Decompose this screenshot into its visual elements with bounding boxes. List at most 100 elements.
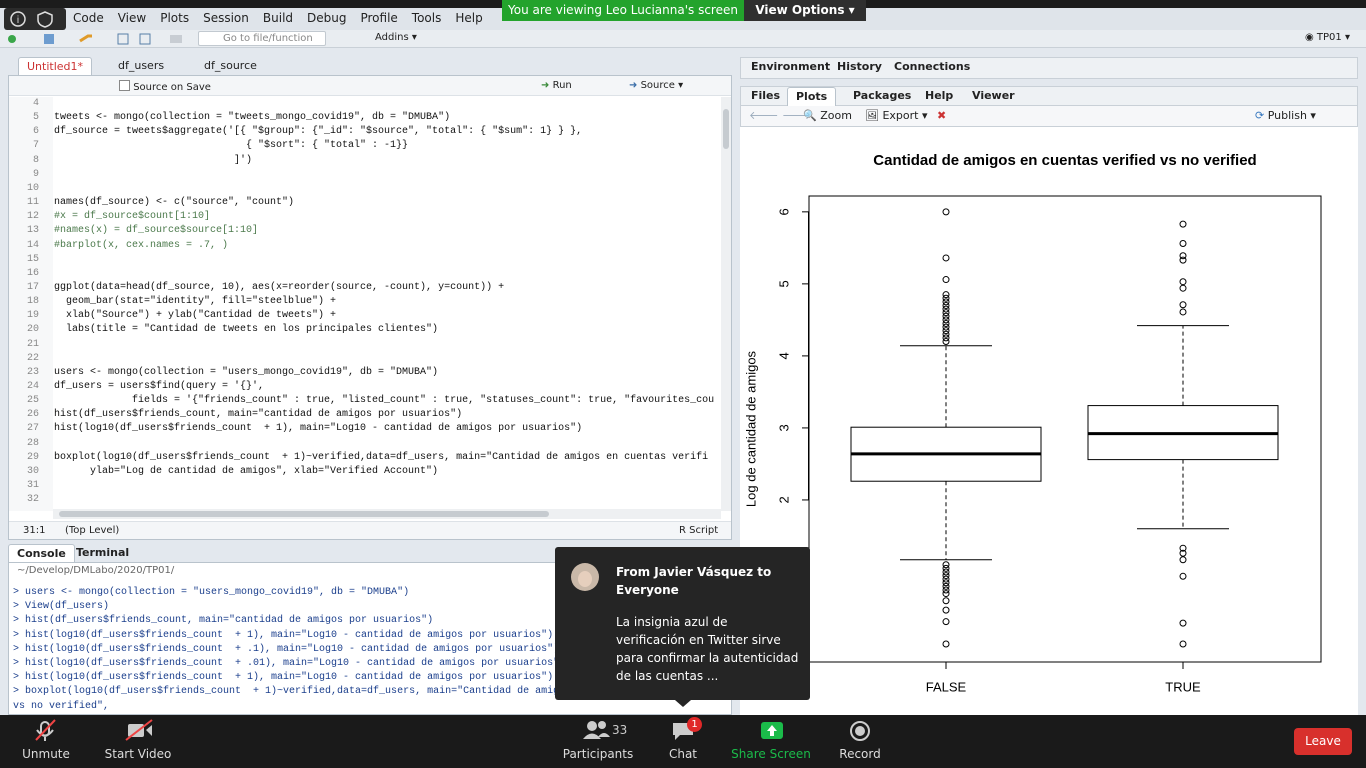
record-button[interactable]: Record [839, 747, 881, 761]
outlier [1179, 556, 1187, 564]
boxplot: Cantidad de amigos en cuentas verified v… [740, 127, 1358, 715]
cursor-position: 31:1 [23, 525, 46, 536]
outlier [942, 294, 950, 302]
line-number: 28 [26, 437, 39, 449]
chat-button[interactable]: Chat [668, 747, 698, 761]
publish-button[interactable]: ⟳ Publish ▾ [1255, 109, 1316, 122]
outlier [1179, 572, 1187, 580]
zoom-info-icons[interactable]: i [4, 8, 66, 30]
editor-toolbar: Source on Save ➜ Run ➜ Source ▾ [9, 76, 731, 96]
tab[interactable]: Untitled1* [18, 57, 93, 76]
tab[interactable]: df_users [118, 59, 165, 72]
menu-item[interactable]: View [117, 11, 147, 25]
plot-nav[interactable]: 🡐 🡒 [749, 109, 812, 122]
toolbar-icon-row [8, 33, 182, 45]
console-path: ~/Develop/DMLabo/2020/TP01/ [17, 565, 175, 576]
line-number: 24 [26, 381, 39, 392]
outlier [1179, 278, 1187, 286]
project-label: TP01 [1316, 32, 1342, 43]
export-button[interactable]: 🖼 Export ▾ [865, 109, 928, 122]
outlier [942, 575, 950, 583]
avatar [571, 563, 599, 591]
view-options[interactable]: View Options ▾ [744, 0, 866, 21]
tab[interactable]: Files [751, 89, 781, 102]
menu-item[interactable]: Plots [160, 11, 190, 25]
tab[interactable]: df_source [204, 59, 257, 72]
line-number: 15 [26, 253, 39, 265]
outlier [942, 298, 950, 306]
file-type[interactable]: R Script [679, 525, 719, 536]
menu-item[interactable]: Debug [307, 11, 347, 25]
editor-tabs: Untitled1* df_users df_source [8, 57, 732, 76]
outlier [1179, 544, 1187, 552]
y-axis-label: Log de cantidad de amigos [743, 350, 758, 507]
participants-button[interactable]: Participants [562, 747, 634, 761]
project-button[interactable]: ◉ TP01 ▾ [1305, 32, 1350, 43]
console-line: > hist(log10(df_users$friends_count + 1)… [13, 629, 554, 641]
line-number: 16 [26, 267, 39, 279]
source-button[interactable]: ➜ Source ▾ [629, 80, 684, 91]
chart-title: Cantidad de amigos en cuentas verified v… [873, 152, 1256, 169]
tab[interactable]: Console [8, 544, 75, 563]
start-video-button[interactable]: Start Video [104, 747, 172, 761]
share-screen-button[interactable]: Share Screen [731, 747, 811, 761]
outlier [942, 568, 950, 576]
code-line: labs(title = "Cantidad de tweets en los … [54, 324, 439, 336]
outlier [942, 316, 950, 324]
chat-sender: From Javier Vásquez to Everyone [616, 565, 772, 597]
export-label: Export [882, 109, 919, 122]
scope[interactable]: (Top Level) [65, 525, 120, 536]
outlier [1179, 301, 1187, 309]
addins-button[interactable]: Addins ▾ [375, 32, 417, 43]
outlier [1179, 640, 1187, 648]
tab[interactable]: Terminal [76, 546, 130, 559]
tab[interactable]: Packages [853, 89, 912, 102]
outlier [942, 582, 950, 590]
editor-status: 31:1 (Top Level) R Script [9, 521, 731, 539]
menu-item[interactable]: Tools [411, 11, 442, 25]
line-number: 31 [26, 480, 39, 492]
tab[interactable]: Plots [787, 87, 837, 106]
console-tabs: Console Terminal [8, 544, 732, 563]
line-number: 9 [32, 168, 39, 180]
menu-item[interactable]: Session [203, 11, 249, 25]
v-scrollbar[interactable] [721, 97, 731, 511]
menu-item[interactable]: Code [73, 11, 104, 25]
console-line: > users <- mongo(collection = "users_mon… [13, 587, 410, 598]
goto-file-input[interactable]: Go to file/function [198, 31, 326, 46]
code-line: { "$sort": { "total" : -1}} [54, 140, 409, 152]
line-number: 22 [26, 352, 39, 364]
outlier [942, 640, 950, 648]
source-on-save[interactable]: Source on Save [119, 80, 211, 93]
run-button[interactable]: ➜ Run [541, 80, 572, 91]
menu-item[interactable]: Profile [360, 11, 398, 25]
zoom-button[interactable]: 🔍 Zoom [803, 109, 852, 122]
view-options-label: View Options [755, 3, 845, 17]
tab[interactable]: Help [925, 89, 954, 102]
chat-notification[interactable]: From Javier Vásquez to Everyone La insig… [555, 547, 810, 707]
tab[interactable]: Connections [894, 60, 971, 73]
outlier [942, 564, 950, 572]
tab[interactable]: Environment [751, 60, 831, 73]
y-tick-label: 5 [776, 280, 791, 287]
line-number: 10 [26, 182, 39, 194]
outlier [1179, 549, 1187, 557]
outlier [942, 312, 950, 320]
line-number: 4 [32, 98, 39, 109]
remove-plot[interactable]: ✖ [937, 109, 947, 122]
h-scrollbar[interactable] [53, 509, 721, 519]
tab[interactable]: Viewer [972, 89, 1015, 102]
participant-count: 33 [612, 723, 628, 737]
toolbar: Go to file/function Addins ▾ ◉ TP01 ▾ [0, 30, 1366, 48]
leave-button[interactable]: Leave [1294, 728, 1352, 755]
unmute-button[interactable]: Unmute [22, 747, 70, 761]
menu-item[interactable]: Help [455, 11, 483, 25]
files-tabs: Files Plots Packages Help Viewer [740, 86, 1358, 106]
outlier [942, 305, 950, 313]
line-number: 20 [26, 324, 39, 336]
outlier [942, 334, 950, 342]
menu-item[interactable]: Build [262, 11, 294, 25]
y-tick-label: 3 [776, 424, 791, 431]
y-tick-label: 4 [776, 352, 791, 359]
tab[interactable]: History [837, 60, 882, 73]
